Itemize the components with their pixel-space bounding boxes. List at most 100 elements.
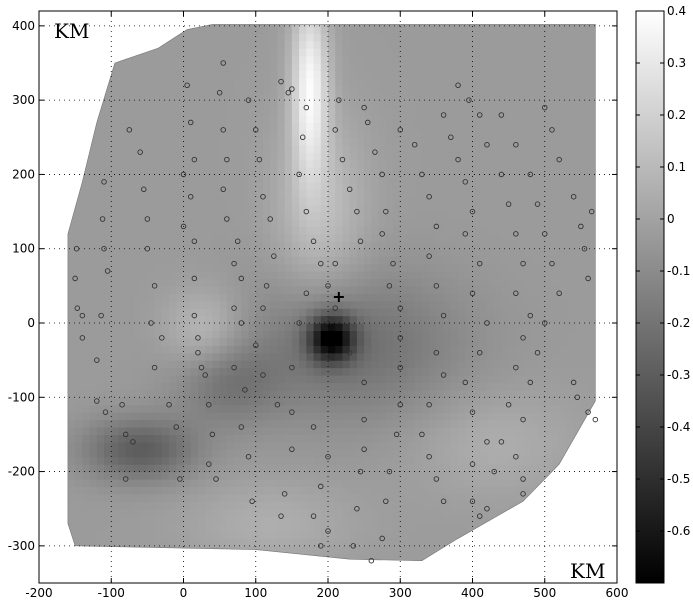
heat-cell: [183, 538, 192, 547]
heat-cell: [537, 174, 546, 183]
heat-cell: [104, 144, 112, 153]
heat-cell: [436, 181, 445, 190]
heat-cell: [226, 263, 235, 272]
heat-cell: [104, 233, 112, 242]
heat-cell: [241, 77, 250, 86]
heat-cell: [248, 337, 257, 346]
heat-cell: [219, 248, 228, 257]
heat-cell: [472, 464, 481, 473]
heat-cell: [75, 456, 83, 465]
heat-cell: [407, 553, 416, 561]
heat-cell: [349, 553, 358, 561]
heat-cell: [364, 382, 372, 391]
heat-cell: [212, 382, 221, 391]
heat-cell: [183, 330, 192, 339]
heat-cell: [508, 167, 517, 176]
heat-cell: [241, 115, 250, 124]
heat-cell: [125, 92, 134, 101]
heat-cell: [320, 523, 329, 532]
heat-cell: [356, 196, 365, 205]
heat-cell: [320, 63, 329, 72]
heat-cell: [320, 464, 329, 473]
heat-cell: [169, 48, 177, 57]
heat-cell: [479, 40, 488, 49]
heat-cell: [501, 25, 510, 34]
heat-cell: [342, 181, 351, 190]
heat-cell: [328, 189, 336, 198]
heat-cell: [313, 464, 322, 473]
heat-cell: [299, 92, 307, 101]
heat-cell: [429, 315, 437, 324]
heat-cell: [147, 493, 156, 502]
heat-cell: [378, 167, 387, 176]
heat-cell: [205, 486, 213, 495]
heat-cell: [364, 293, 372, 302]
heat-cell: [313, 323, 322, 332]
heat-cell: [356, 441, 365, 450]
heat-cell: [255, 419, 264, 428]
heat-cell: [248, 233, 257, 242]
heat-cell: [75, 486, 83, 495]
heat-cell: [501, 330, 510, 339]
heat-cell: [197, 196, 206, 205]
heat-cell: [523, 167, 531, 176]
heat-cell: [291, 219, 300, 228]
heat-cell: [393, 456, 401, 465]
heat-cell: [82, 204, 91, 213]
heat-cell: [205, 70, 213, 79]
heat-cell: [349, 189, 358, 198]
heat-cell: [183, 397, 192, 406]
heat-cell: [335, 40, 344, 49]
heat-cell: [306, 441, 315, 450]
heat-cell: [472, 427, 481, 436]
heat-cell: [169, 181, 177, 190]
heat-cell: [190, 300, 199, 309]
heat-cell: [523, 211, 531, 220]
heat-cell: [140, 248, 148, 257]
heat-cell: [82, 464, 91, 473]
heat-cell: [458, 389, 466, 398]
heat-cell: [132, 129, 141, 138]
heat-cell: [169, 159, 177, 168]
heat-cell: [385, 397, 394, 406]
heat-cell: [306, 77, 315, 86]
heat-cell: [443, 456, 452, 465]
heat-cell: [486, 456, 495, 465]
heat-cell: [356, 181, 365, 190]
heat-cell: [537, 24, 546, 27]
heat-cell: [393, 360, 401, 369]
heat-cell: [306, 25, 315, 34]
heat-cell: [161, 330, 170, 339]
heat-cell: [82, 434, 91, 443]
heat-cell: [313, 196, 322, 205]
heat-cell: [465, 211, 474, 220]
heat-cell: [530, 471, 539, 480]
heat-cell: [537, 92, 546, 101]
heat-cell: [96, 144, 105, 153]
heat-cell: [67, 360, 76, 369]
heat-cell: [335, 427, 344, 436]
heat-cell: [306, 63, 315, 72]
heat-cell: [190, 92, 199, 101]
heat-cell: [465, 241, 474, 250]
heat-cell: [104, 486, 112, 495]
heat-cell: [378, 77, 387, 86]
heat-cell: [291, 352, 300, 361]
heat-cell: [132, 412, 141, 421]
heat-cell: [161, 323, 170, 332]
heat-cell: [523, 174, 531, 183]
heat-cell: [530, 382, 539, 391]
heat-cell: [104, 471, 112, 480]
heat-cell: [429, 501, 437, 510]
heat-cell: [342, 271, 351, 280]
heat-cell: [212, 241, 221, 250]
heat-cell: [306, 152, 315, 161]
heat-cell: [96, 315, 105, 324]
heat-cell: [393, 256, 401, 265]
heat-cell: [465, 352, 474, 361]
heat-cell: [75, 449, 83, 458]
heat-cell: [205, 189, 213, 198]
heat-cell: [306, 233, 315, 242]
heat-cell: [118, 337, 127, 346]
heat-cell: [320, 308, 329, 317]
